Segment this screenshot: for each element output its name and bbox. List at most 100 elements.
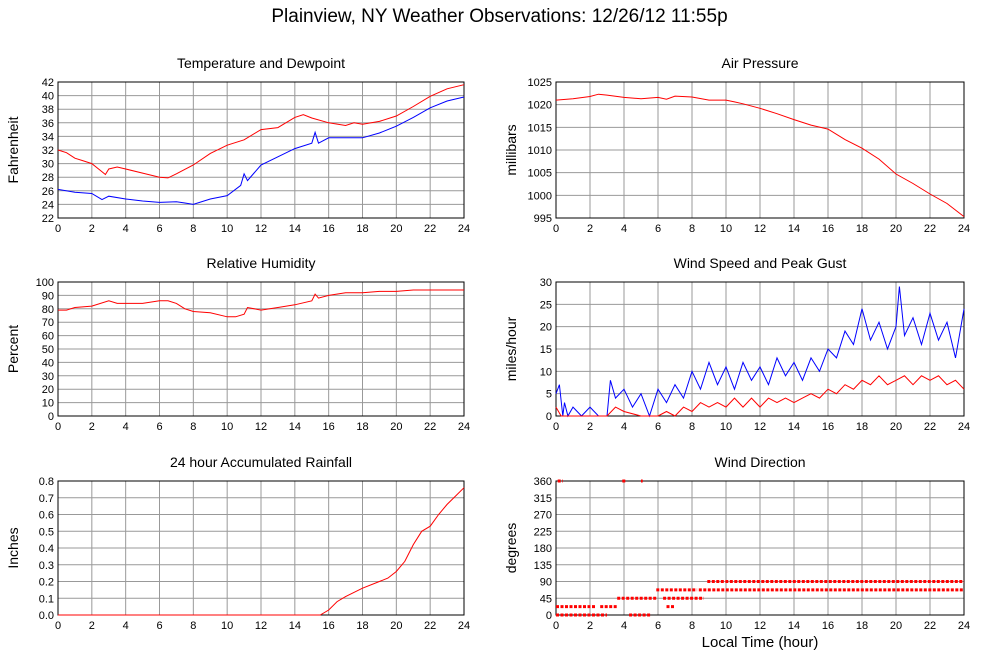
humidity-x-tick-label: 0: [55, 421, 61, 433]
temperature-x-tick-label: 10: [221, 223, 233, 235]
page-title: Plainview, NY Weather Observations: 12/2…: [271, 6, 728, 27]
humidity-y-tick-label: 0: [48, 411, 54, 423]
rainfall-x-tick-label: 18: [356, 620, 368, 632]
temperature-y-tick-label: 32: [42, 145, 54, 157]
wind_speed-x-tick-label: 2: [587, 421, 593, 433]
rainfall-y-tick-label: 0.5: [39, 526, 54, 538]
temperature-series-1-line: [57, 84, 465, 179]
wind_direction-x-tick-label: 2: [587, 620, 593, 632]
rainfall-y-tick-label: 0.0: [39, 610, 54, 622]
rainfall-y-tick-label: 0.4: [39, 543, 54, 555]
humidity-x-tick-label: 8: [190, 421, 196, 433]
rainfall-x-tick-label: 16: [323, 620, 335, 632]
wind_direction-x-tick-label: 12: [754, 620, 766, 632]
temperature-y-tick-label: 34: [42, 131, 54, 143]
humidity-x-tick-label: 18: [356, 421, 368, 433]
pressure-x-tick-label: 12: [754, 223, 766, 235]
humidity-x-tick-label: 6: [156, 421, 162, 433]
pressure-x-tick-label: 18: [856, 223, 868, 235]
temperature-y-axis-label: Fahrenheit: [5, 116, 21, 183]
rainfall-y-tick-label: 0.1: [39, 593, 54, 605]
temperature-y-tick-label: 38: [42, 104, 54, 116]
wind_speed-y-tick-label: 20: [540, 322, 552, 334]
rainfall-x-tick-label: 24: [458, 620, 470, 632]
humidity-y-tick-label: 90: [42, 290, 54, 302]
pressure-x-tick-label: 10: [720, 223, 732, 235]
pressure-x-tick-label: 2: [587, 223, 593, 235]
temperature-y-tick-label: 42: [42, 77, 54, 89]
temperature-x-tick-label: 6: [156, 223, 162, 235]
temperature-y-tick-label: 28: [42, 172, 54, 184]
humidity-x-tick-label: 14: [289, 421, 301, 433]
rainfall-x-tick-label: 22: [424, 620, 436, 632]
rainfall-series-1-line: [58, 487, 465, 616]
wind_speed-x-tick-label: 16: [822, 421, 834, 433]
humidity-chart: 0 2 4 6 8 10 12 14 16 18 20 22 240102030405060708090…: [5, 255, 470, 433]
pressure-x-tick-label: 22: [924, 223, 936, 235]
wind_speed-x-tick-label: 22: [924, 421, 936, 433]
wind_direction-x-tick-label: 8: [689, 620, 695, 632]
rainfall-y-tick-label: 0.7: [39, 493, 54, 505]
pressure-x-tick-label: 0: [553, 223, 559, 235]
wind_direction-y-tick-label: 0: [546, 610, 552, 622]
pressure-y-tick-label: 1005: [528, 168, 552, 180]
wind_direction-y-tick-label: 90: [540, 577, 552, 589]
temperature-x-tick-label: 18: [356, 223, 368, 235]
rainfall-x-tick-label: 2: [89, 620, 95, 632]
temperature-x-tick-label: 0: [55, 223, 61, 235]
wind_direction-x-tick-label: 10: [720, 620, 732, 632]
temperature-y-tick-label: 26: [42, 186, 54, 198]
wind_direction-y-tick-label: 180: [534, 543, 552, 555]
humidity-x-tick-label: 2: [89, 421, 95, 433]
wind_direction-y-tick-label: 135: [534, 560, 552, 572]
rainfall-x-tick-label: 0: [55, 620, 61, 632]
rainfall-y-tick-label: 0.8: [39, 476, 54, 488]
rainfall-x-tick-label: 10: [221, 620, 233, 632]
temperature-x-tick-label: 2: [89, 223, 95, 235]
wind_direction-x-tick-label: 20: [890, 620, 902, 632]
rainfall-y-axis-label: Inches: [5, 527, 21, 568]
humidity-y-tick-label: 10: [42, 398, 54, 410]
rainfall-y-tick-label: 0.6: [39, 510, 54, 522]
temperature-x-tick-label: 16: [323, 223, 335, 235]
pressure-x-tick-label: 6: [655, 223, 661, 235]
wind_direction-y-tick-label: 315: [534, 493, 552, 505]
temperature-y-tick-label: 24: [42, 199, 54, 211]
wind_speed-x-tick-label: 4: [621, 421, 627, 433]
rainfall-title: 24 hour Accumulated Rainfall: [170, 454, 352, 470]
wind_direction-frame: [555, 480, 965, 616]
humidity-y-axis-label: Percent: [5, 325, 21, 373]
rainfall-y-tick-label: 0.2: [39, 577, 54, 589]
wind_direction-x-tick-label: 24: [958, 620, 970, 632]
pressure-series-1-line: [555, 93, 965, 217]
rainfall-x-tick-label: 12: [255, 620, 267, 632]
temperature-y-tick-label: 30: [42, 159, 54, 171]
pressure-y-tick-label: 1025: [528, 77, 552, 89]
wind_speed-frame: [555, 281, 965, 417]
wind_speed-y-tick-label: 25: [540, 299, 552, 311]
rainfall-x-tick-label: 4: [123, 620, 129, 632]
pressure-y-tick-label: 995: [534, 213, 552, 225]
temperature-x-tick-label: 4: [123, 223, 129, 235]
wind_speed-x-tick-label: 18: [856, 421, 868, 433]
pressure-x-tick-label: 14: [788, 223, 800, 235]
temperature-x-tick-label: 20: [390, 223, 402, 235]
wind_direction-x-tick-label: 0: [553, 620, 559, 632]
humidity-x-tick-label: 10: [221, 421, 233, 433]
wind_speed-y-tick-label: 10: [540, 366, 552, 378]
humidity-x-tick-label: 4: [123, 421, 129, 433]
humidity-y-tick-label: 100: [36, 277, 54, 289]
temperature-chart: 0 2 4 6 8 10 12 14 16 18 20 22 242224262830323436384…: [5, 55, 470, 235]
pressure-x-tick-label: 16: [822, 223, 834, 235]
wind_direction-x-tick-label: 4: [621, 620, 627, 632]
temperature-y-tick-label: 22: [42, 213, 54, 225]
temperature-title: Temperature and Dewpoint: [177, 55, 345, 71]
pressure-y-tick-label: 1015: [528, 122, 552, 134]
humidity-frame: [57, 281, 465, 417]
temperature-x-tick-label: 14: [289, 223, 301, 235]
wind_direction-y-tick-label: 270: [534, 510, 552, 522]
wind_speed-x-tick-label: 6: [655, 421, 661, 433]
wind_speed-x-tick-label: 24: [958, 421, 970, 433]
wind_direction-x-tick-label: 6: [655, 620, 661, 632]
humidity-y-tick-label: 50: [42, 344, 54, 356]
